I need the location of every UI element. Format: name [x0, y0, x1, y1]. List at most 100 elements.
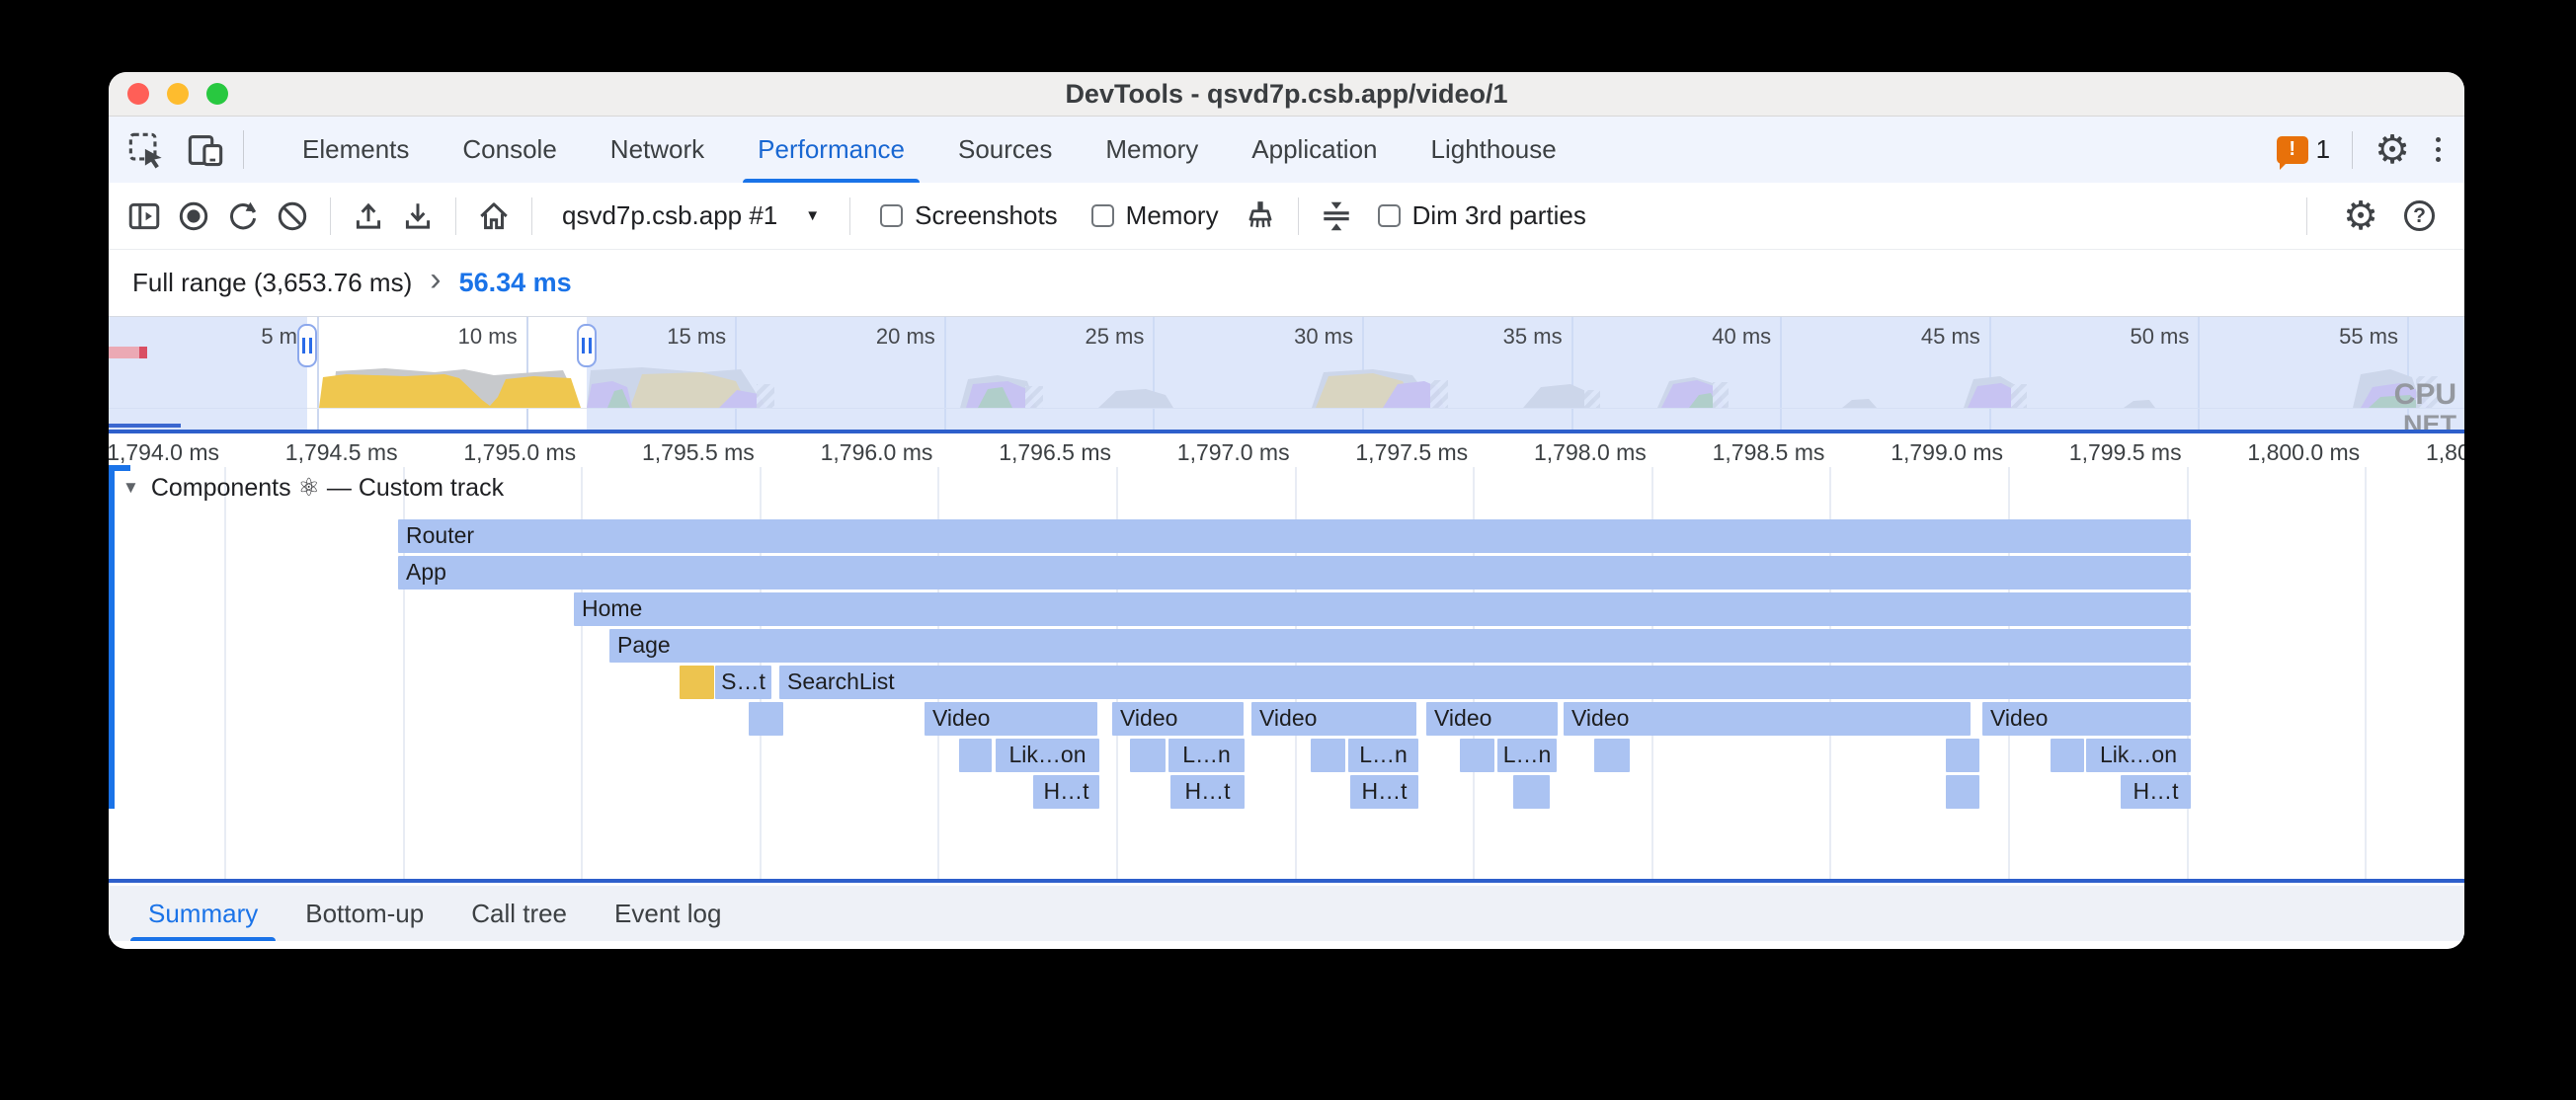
tab-elements[interactable]: Elements [302, 134, 410, 164]
separator [1297, 196, 1299, 235]
flame-bar-block[interactable] [1130, 739, 1166, 772]
flame-bar-h…t[interactable]: H…t [1033, 775, 1099, 809]
flame-bar-l…n[interactable]: L…n [1497, 739, 1557, 772]
memory-checkbox[interactable]: Memory [1078, 200, 1233, 231]
help-icon[interactable]: ? [2404, 200, 2435, 231]
issues-counter[interactable]: ! 1 [2276, 134, 2330, 170]
disclosure-triangle-icon[interactable]: ▼ [122, 478, 139, 497]
flame-bar-video[interactable]: Video [1112, 702, 1244, 736]
ruler-label: 1,794.0 ms [109, 439, 219, 465]
flame-bar-l…n[interactable]: L…n [1348, 739, 1418, 772]
target-selector[interactable]: qsvd7p.csb.app #1 ▼ [548, 200, 834, 231]
cpu-lane-label: CPU [2393, 378, 2456, 411]
flame-bar-h…t[interactable]: H…t [1350, 775, 1418, 809]
chevron-down-icon: ▼ [805, 207, 821, 224]
close-button[interactable] [127, 83, 149, 105]
garbage-collect-icon[interactable] [1239, 195, 1282, 238]
dim-3rd-parties-checkbox[interactable]: Dim 3rd parties [1364, 200, 1600, 231]
flame-bar-h…t[interactable]: H…t [1170, 775, 1245, 809]
chevron-right-icon: › [430, 261, 442, 298]
ruler-label: 1,798.5 ms [1712, 439, 1825, 465]
flame-bar-block[interactable] [2051, 739, 2084, 772]
flame-bar-block[interactable] [1311, 739, 1345, 772]
flame-bar-block[interactable] [959, 739, 992, 772]
inspect-element-icon[interactable] [124, 128, 168, 172]
flame-bar-page[interactable]: Page [609, 629, 2191, 663]
capture-settings-gear-icon[interactable]: ⚙ [2343, 194, 2378, 238]
device-toolbar-icon[interactable] [184, 128, 227, 172]
tab-bar-right: ! 1 ⚙ [2276, 117, 2464, 183]
flame-bar-router[interactable]: Router [398, 519, 2191, 553]
flame-bar-block[interactable] [749, 702, 783, 736]
flame-bar-lik…on[interactable]: Lik…on [996, 739, 1099, 772]
flame-bar-block[interactable] [1594, 739, 1630, 772]
selected-range-crumb[interactable]: 56.34 ms [458, 268, 572, 297]
details-tab-bottom-up[interactable]: Bottom-up [305, 898, 425, 928]
toggle-sidebar-icon[interactable] [122, 195, 166, 238]
flame-bar-app[interactable]: App [398, 556, 2191, 589]
record-button[interactable] [172, 195, 215, 238]
flame-bar-block[interactable] [1460, 739, 1494, 772]
reload-record-button[interactable] [221, 195, 265, 238]
details-tab-summary[interactable]: Summary [124, 886, 282, 941]
tab-sources[interactable]: Sources [958, 134, 1053, 164]
minimap-tick-label: 20 ms [875, 324, 935, 349]
minimap-tick-label: 5 ms [261, 324, 308, 349]
details-tabs: Summary Bottom-up Call tree Event log [109, 886, 2464, 941]
flame-bar-video[interactable]: Video [1426, 702, 1558, 736]
collapse-tracks-icon[interactable] [1315, 195, 1358, 238]
more-options-icon[interactable] [2432, 133, 2445, 166]
upload-profile-icon[interactable] [347, 195, 390, 238]
minimap-tick-label: 25 ms [1085, 324, 1145, 349]
tab-network[interactable]: Network [609, 134, 705, 164]
full-range-crumb[interactable]: Full range (3,653.76 ms) [132, 268, 413, 297]
ruler-label: 1,796.0 ms [820, 439, 933, 465]
tab-application[interactable]: Application [1251, 134, 1378, 164]
tab-console[interactable]: Console [462, 134, 557, 164]
tab-memory[interactable]: Memory [1105, 134, 1199, 164]
flame-chart[interactable]: 1,794.0 ms 1,794.5 ms 1,795.0 ms 1,795.5 ms… [109, 433, 2464, 879]
flame-bar-block[interactable] [1946, 739, 1979, 772]
chart-bottom-border [109, 879, 2464, 883]
separator [531, 196, 532, 235]
flame-bar-h…t[interactable]: H…t [2121, 775, 2191, 809]
track-header[interactable]: ▼ Components ⚛ — Custom track [122, 471, 504, 505]
flame-bar-block[interactable] [1513, 775, 1550, 809]
window-handle-right[interactable] [577, 324, 597, 367]
separator [2352, 130, 2354, 169]
checkbox-box [1090, 204, 1114, 227]
flame-bar-block[interactable] [1946, 775, 1979, 809]
titlebar: DevTools - qsvd7p.csb.app/video/1 [109, 72, 2464, 117]
zoom-button[interactable] [206, 83, 228, 105]
flame-bar-s…t[interactable]: S…t [715, 666, 771, 699]
download-profile-icon[interactable] [396, 195, 440, 238]
flame-bar-lik…on[interactable]: Lik…on [2086, 739, 2191, 772]
ruler-label: 1,800.0 ms [2247, 439, 2361, 465]
flame-bar-block[interactable] [680, 666, 714, 699]
home-icon[interactable] [472, 195, 516, 238]
minimap-tick-line [317, 317, 319, 430]
ruler-label: 1,795.0 ms [463, 439, 577, 465]
minimap-tick-label: 10 ms [457, 324, 518, 349]
settings-gear-icon[interactable]: ⚙ [2375, 127, 2410, 172]
flame-bar-home[interactable]: Home [574, 592, 2191, 626]
ruler-label: 1,799.5 ms [2068, 439, 2182, 465]
minimap-tick-label: 30 ms [1294, 324, 1353, 349]
ruler-label: 1,797.5 ms [1355, 439, 1469, 465]
clear-button[interactable] [271, 195, 314, 238]
details-tab-event-log[interactable]: Event log [614, 898, 722, 928]
details-tab-call-tree[interactable]: Call tree [471, 898, 568, 928]
ruler-grid-line [224, 467, 226, 879]
screenshots-checkbox[interactable]: Screenshots [866, 200, 1072, 231]
flame-bar-l…n[interactable]: L…n [1168, 739, 1245, 772]
flame-bar-video[interactable]: Video [925, 702, 1097, 736]
flame-bar-video[interactable]: Video [1564, 702, 1971, 736]
window-handle-left[interactable] [297, 324, 317, 367]
flame-bar-video[interactable]: Video [1251, 702, 1416, 736]
flame-bar-searchlist[interactable]: SearchList [779, 666, 2191, 699]
tab-lighthouse[interactable]: Lighthouse [1430, 134, 1557, 164]
minimize-button[interactable] [167, 83, 189, 105]
timeline-overview[interactable]: 5 ms 10 ms 15 ms 20 ms 25 ms 30 ms 35 ms 40 ms 4… [109, 316, 2464, 430]
flame-bar-video[interactable]: Video [1982, 702, 2191, 736]
tab-performance[interactable]: Performance [731, 117, 931, 183]
